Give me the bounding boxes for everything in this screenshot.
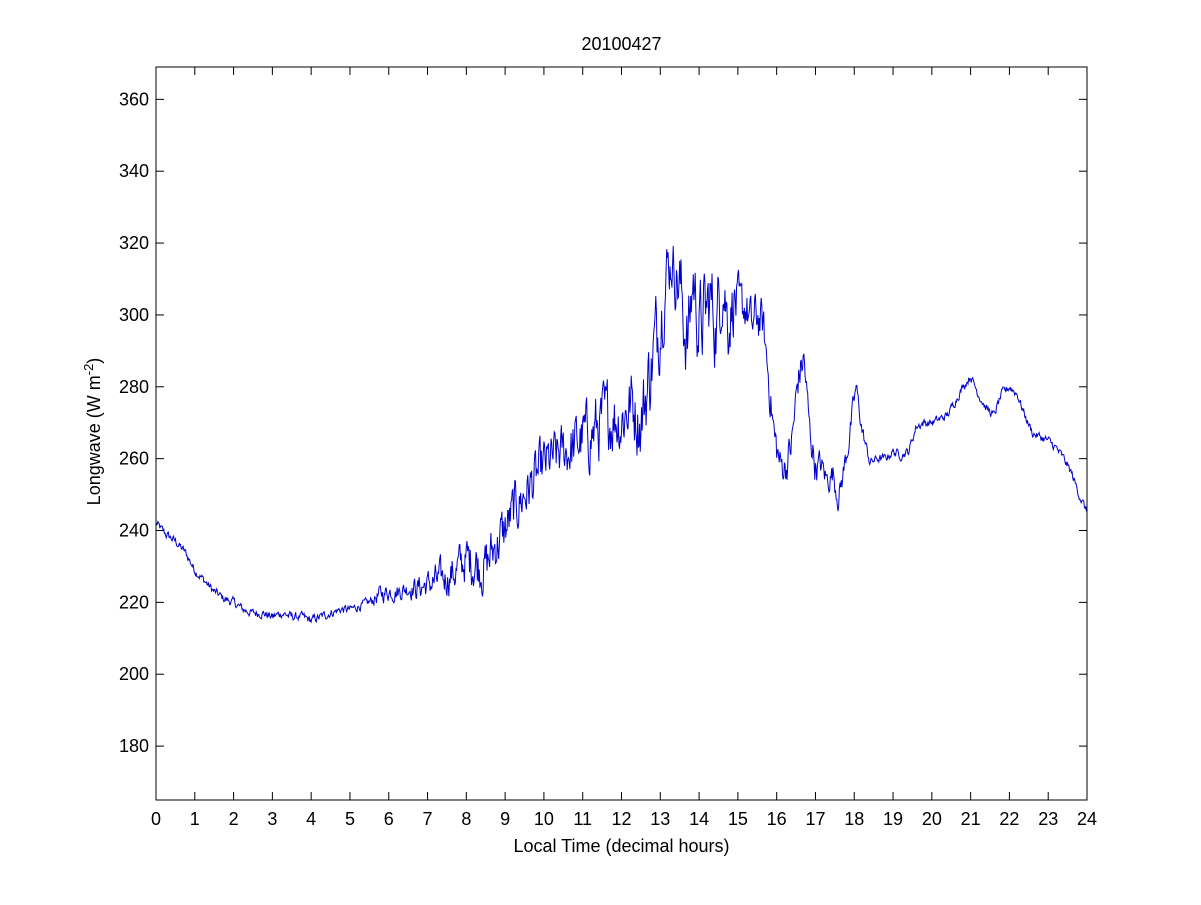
x-tick-label: 21 — [961, 809, 981, 829]
y-tick-label: 200 — [119, 664, 149, 684]
x-tick-label: 8 — [461, 809, 471, 829]
x-axis-title: Local Time (decimal hours) — [513, 836, 729, 856]
y-tick-label: 280 — [119, 377, 149, 397]
x-tick-label: 6 — [384, 809, 394, 829]
x-tick-label: 23 — [1038, 809, 1058, 829]
x-tick-label: 5 — [345, 809, 355, 829]
y-tick-label: 240 — [119, 521, 149, 541]
y-tick-label: 360 — [119, 89, 149, 109]
x-tick-label: 14 — [689, 809, 709, 829]
series-line — [155, 245, 1088, 624]
x-tick-label: 10 — [534, 809, 554, 829]
tick-group — [155, 67, 1088, 800]
x-tick-label: 18 — [844, 809, 864, 829]
x-tick-label: 0 — [151, 809, 161, 829]
x-tick-label: 16 — [767, 809, 787, 829]
chart-title: 20100427 — [581, 34, 661, 54]
x-tick-label: 3 — [267, 809, 277, 829]
x-tick-label: 17 — [805, 809, 825, 829]
y-tick-label: 320 — [119, 233, 149, 253]
x-tick-label: 24 — [1077, 809, 1097, 829]
x-tick-label: 11 — [573, 809, 592, 829]
y-tick-label: 220 — [119, 592, 149, 612]
y-axis-title-main: Longwave (W m — [84, 375, 104, 505]
x-tick-label: 12 — [611, 809, 631, 829]
x-tick-label: 2 — [229, 809, 239, 829]
x-tick-label: 9 — [500, 809, 510, 829]
tick-label-group: 0 1 2 3 4 5 6 7 8 9 10 11 12 13 14 15 16 17 18 19 20 21 22 23 24… — [119, 89, 1097, 829]
y-axis-title-suffix: ) — [84, 358, 104, 364]
x-tick-label: 1 — [190, 809, 200, 829]
x-tick-label: 19 — [883, 809, 903, 829]
axes-box — [155, 66, 1088, 801]
x-tick-label: 7 — [423, 809, 433, 829]
x-tick-label: 15 — [728, 809, 748, 829]
y-tick-label: 260 — [119, 449, 149, 469]
x-tick-label: 13 — [650, 809, 670, 829]
y-axis-title: Longwave (W m-2) — [81, 358, 105, 506]
x-tick-label: 4 — [306, 809, 316, 829]
y-tick-label: 300 — [119, 305, 149, 325]
y-tick-label: 340 — [119, 161, 149, 181]
y-axis-title-exponent: -2 — [81, 364, 96, 376]
y-tick-label: 180 — [119, 736, 149, 756]
x-tick-label: 20 — [922, 809, 942, 829]
x-tick-label: 22 — [999, 809, 1019, 829]
